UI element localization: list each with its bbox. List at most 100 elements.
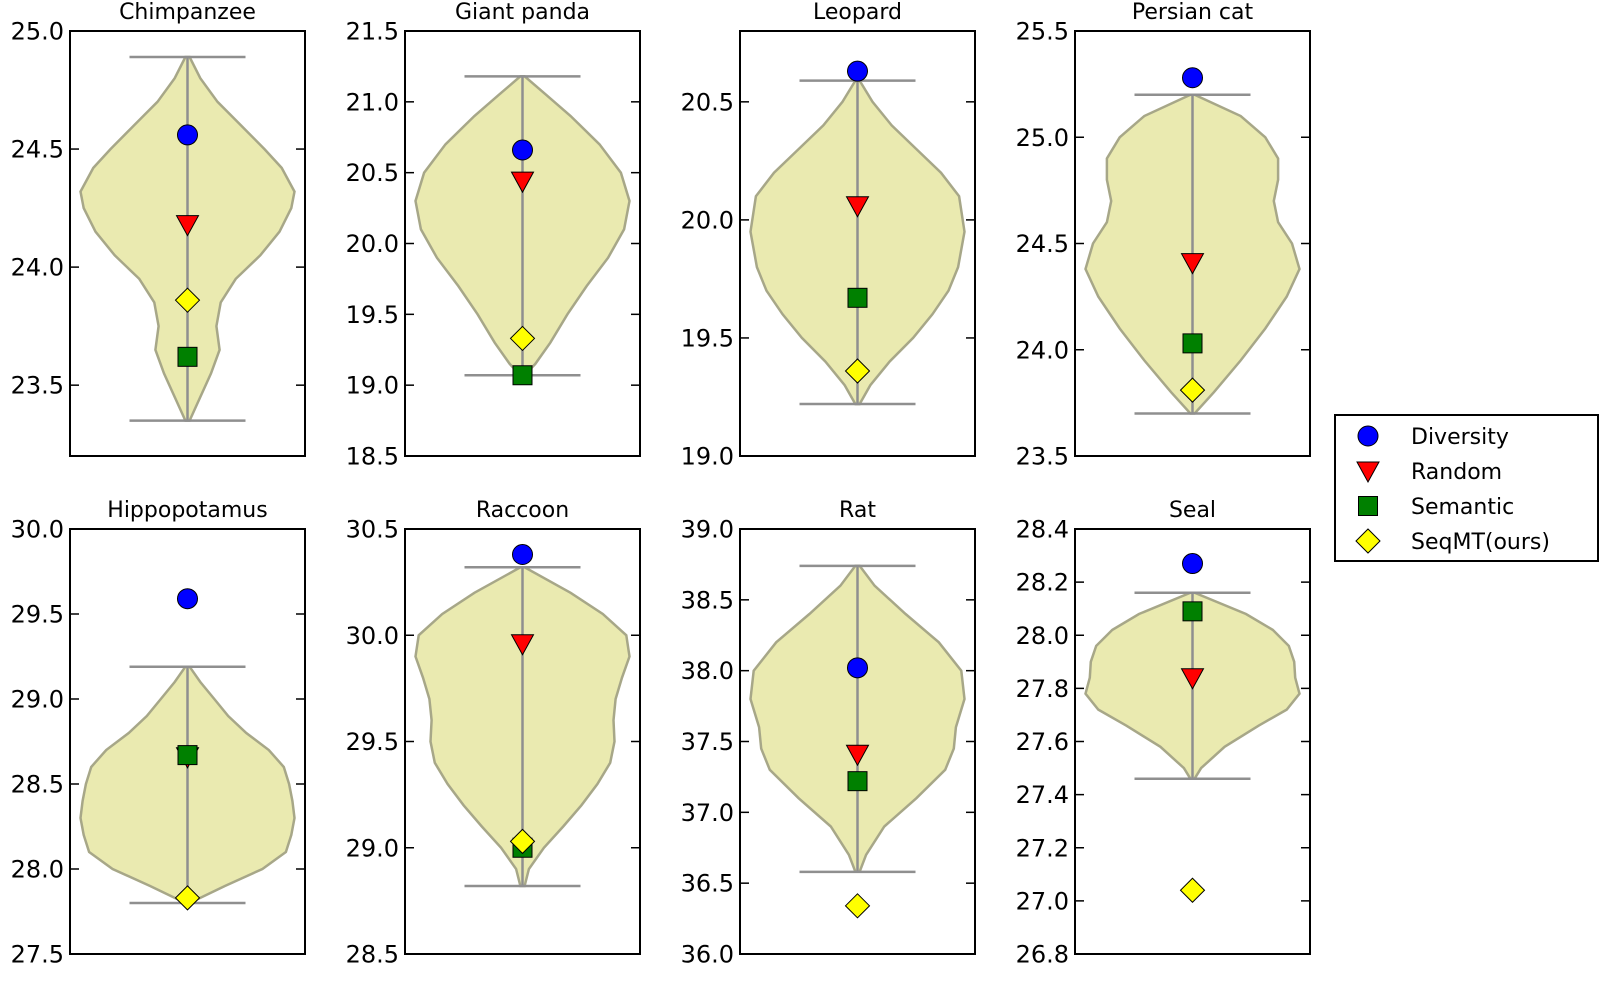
y-tick-label: 30.5: [346, 516, 399, 544]
y-tick-label: 27.5: [11, 941, 64, 969]
point-seqmt-ours: [1179, 877, 1206, 903]
point-diversity: [1182, 67, 1203, 89]
y-tick-label: 23.5: [1016, 443, 1069, 471]
panel-title: Raccoon: [476, 498, 569, 523]
panel-title: Persian cat: [1132, 0, 1254, 25]
y-tick-label: 30.0: [11, 516, 64, 544]
y-tick-label: 18.5: [346, 443, 399, 471]
y-tick-label: 24.5: [11, 136, 64, 164]
point-random: [845, 196, 870, 218]
y-tick-label: 24.0: [11, 254, 64, 282]
point-seqmt-ours: [1179, 377, 1206, 403]
point-diversity: [177, 588, 198, 610]
plot-frame: [69, 30, 306, 457]
y-tick-label: 23.5: [11, 372, 64, 400]
legend-entry-semantic: Semantic: [1358, 495, 1514, 520]
point-seqmt-ours: [844, 893, 871, 919]
y-tick-label: 29.5: [346, 728, 399, 756]
y-tick-label: 25.0: [1016, 124, 1069, 152]
y-tick-label: 36.0: [681, 941, 734, 969]
point-random: [1180, 253, 1205, 275]
violin-panel-chimpanzee: 23.5 24.0 24.5 25.0 Chimpanzee: [11, 0, 306, 457]
legend-marker: [1356, 461, 1380, 484]
legend-label: SeqMT(ours): [1411, 530, 1550, 555]
point-diversity: [512, 544, 533, 565]
point-seqmt-ours: [509, 325, 536, 352]
y-tick-label: 20.0: [681, 206, 734, 234]
y-tick-label: 27.0: [1016, 887, 1069, 915]
violin-panel-leopard: 19.0 19.5 20.0 20.5 Leopard: [681, 0, 976, 471]
plot-frame: [69, 528, 306, 955]
plot-frame: [739, 30, 976, 457]
legend-entry-seqmt-ours: SeqMT(ours): [1355, 528, 1550, 555]
y-tick-label: 28.5: [346, 941, 399, 969]
y-tick-label: 20.0: [346, 230, 399, 258]
panel-title: Hippopotamus: [107, 498, 267, 523]
y-tick-label: 37.0: [681, 799, 734, 827]
legend: Diversity Random Semantic SeqMT(ours): [1334, 414, 1599, 562]
legend-label: Diversity: [1411, 425, 1509, 450]
y-tick-label: 28.0: [11, 856, 64, 884]
point-random: [510, 171, 535, 194]
point-semantic: [847, 287, 868, 308]
y-tick-label: 21.0: [346, 88, 399, 116]
panel-title: Leopard: [813, 0, 902, 25]
point-diversity: [512, 139, 533, 161]
point-semantic: [1182, 333, 1203, 354]
point-random: [845, 744, 870, 767]
point-semantic: [177, 745, 198, 766]
y-tick-label: 37.5: [681, 728, 734, 756]
legend-marker: [1357, 425, 1379, 447]
point-seqmt-ours: [174, 885, 201, 911]
y-tick-label: 25.5: [1016, 18, 1069, 46]
y-tick-label: 27.8: [1016, 675, 1069, 703]
y-tick-label: 19.0: [346, 372, 399, 400]
violin-panel-giant-panda: 18.5 19.0 19.5 20.0 20.5 21.0 21.5 Giant panda: [346, 0, 641, 471]
y-tick-label: 24.0: [1016, 336, 1069, 364]
y-tick-label: 19.0: [681, 443, 734, 471]
y-tick-label: 20.5: [681, 88, 734, 116]
panel-title: Seal: [1169, 498, 1216, 523]
y-tick-label: 28.4: [1016, 516, 1069, 544]
y-tick-label: 29.0: [346, 834, 399, 862]
y-tick-label: 19.5: [346, 301, 399, 329]
panel-title: Chimpanzee: [119, 0, 256, 25]
y-tick-label: 25.0: [11, 18, 64, 46]
y-tick-label: 38.5: [681, 586, 734, 614]
point-semantic: [847, 771, 868, 792]
violin-panels: 23.5 24.0 24.5 25.0 Chimpanzee 18.5 19.0 19.5 20…: [11, 0, 1311, 969]
point-seqmt-ours: [509, 828, 536, 855]
y-tick-label: 38.0: [681, 657, 734, 685]
y-tick-label: 29.5: [11, 601, 64, 629]
legend-marker: [1358, 496, 1378, 516]
y-tick-label: 28.2: [1016, 569, 1069, 597]
violin-panel-persian-cat: 23.5 24.0 24.5 25.0 25.5 Persian cat: [1016, 0, 1311, 471]
y-tick-label: 28.0: [1016, 622, 1069, 650]
point-diversity: [177, 124, 198, 146]
legend-entry-diversity: Diversity: [1357, 425, 1509, 450]
y-tick-label: 24.5: [1016, 230, 1069, 258]
legend-label: Semantic: [1411, 495, 1514, 520]
legend-marker: [1355, 528, 1381, 554]
point-semantic: [177, 346, 198, 367]
y-tick-label: 28.5: [11, 771, 64, 799]
y-tick-label: 27.4: [1016, 781, 1069, 809]
point-diversity: [847, 60, 868, 82]
point-semantic: [512, 365, 533, 386]
point-seqmt-ours: [844, 358, 871, 384]
y-tick-label: 27.6: [1016, 728, 1069, 756]
legend-label: Random: [1411, 460, 1502, 485]
point-diversity: [847, 657, 868, 679]
legend-frame: [1334, 414, 1599, 562]
violin-panel-hippopotamus: 27.5 28.0 28.5 29.0 29.5 30.0 Hippopotamus: [11, 498, 306, 969]
y-tick-label: 27.2: [1016, 834, 1069, 862]
violin-panel-raccoon: 28.5 29.0 29.5 30.0 30.5 Raccoon: [346, 498, 641, 969]
point-semantic: [1182, 601, 1203, 622]
point-random: [1180, 668, 1205, 690]
legend-entry-random: Random: [1356, 460, 1502, 485]
y-tick-label: 39.0: [681, 516, 734, 544]
y-tick-label: 20.5: [346, 159, 399, 187]
violin-panel-seal: 26.8 27.0 27.2 27.4 27.6 27.8 28.0 28.2 28.4 Seal: [1016, 498, 1311, 969]
point-seqmt-ours: [174, 287, 201, 313]
